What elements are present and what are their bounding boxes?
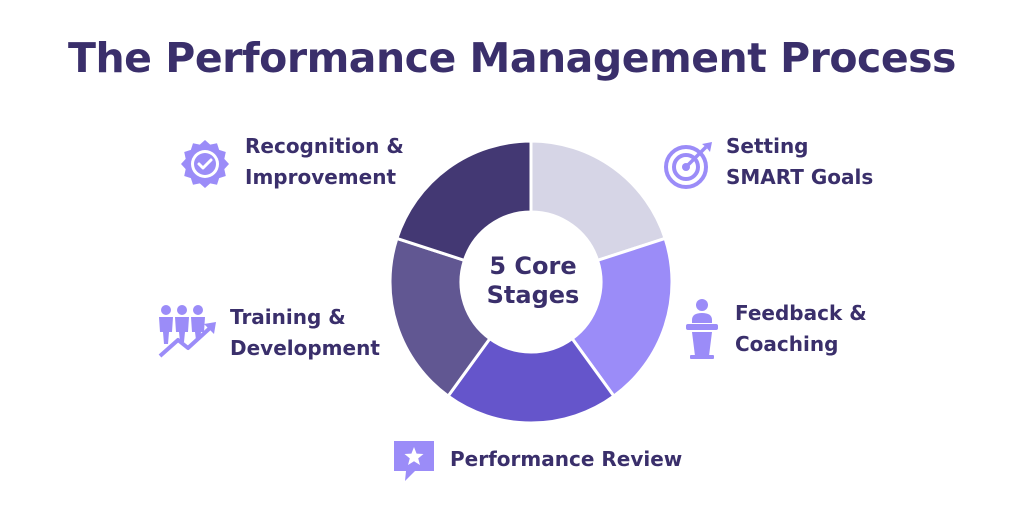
team-growth-arrow-icon	[158, 305, 216, 358]
stage-label-setting-smart-goals: Setting SMART Goals	[726, 131, 873, 193]
stage-label-line2: Improvement	[245, 165, 397, 189]
stage-label-line1: Feedback &	[735, 301, 867, 325]
stage-label-line1: Recognition &	[245, 134, 404, 158]
stage-label-line2: SMART Goals	[726, 165, 874, 189]
donut-segment-5	[395, 139, 533, 263]
donut-center-label: 5 Core Stages	[470, 252, 596, 310]
stage-label-line1: Performance Review	[450, 447, 683, 471]
stage-label-feedback-coaching: Feedback & Coaching	[735, 298, 867, 360]
stage-label-line2: Development	[230, 336, 380, 360]
stage-label-training-development: Training & Development	[230, 302, 380, 364]
page-title: The Performance Management Process	[68, 34, 956, 82]
stage-label-performance-review: Performance Review	[450, 444, 682, 475]
stage-label-line1: Setting	[726, 134, 809, 158]
donut-segment-4	[388, 236, 492, 399]
donut-segment-3	[446, 336, 616, 425]
stage-label-recognition-improvement: Recognition & Improvement	[245, 131, 404, 193]
center-label-line2: Stages	[486, 281, 580, 309]
donut-segment-2	[570, 236, 674, 399]
stage-label-line2: Coaching	[735, 332, 839, 356]
podium-speaker-icon	[686, 299, 718, 359]
target-icon	[664, 142, 712, 189]
star-speech-bubble-icon	[394, 441, 434, 481]
badge-check-icon	[181, 140, 229, 188]
stage-label-line1: Training &	[230, 305, 346, 329]
donut-segment-1	[529, 139, 667, 263]
center-label-line1: 5 Core	[489, 252, 577, 280]
